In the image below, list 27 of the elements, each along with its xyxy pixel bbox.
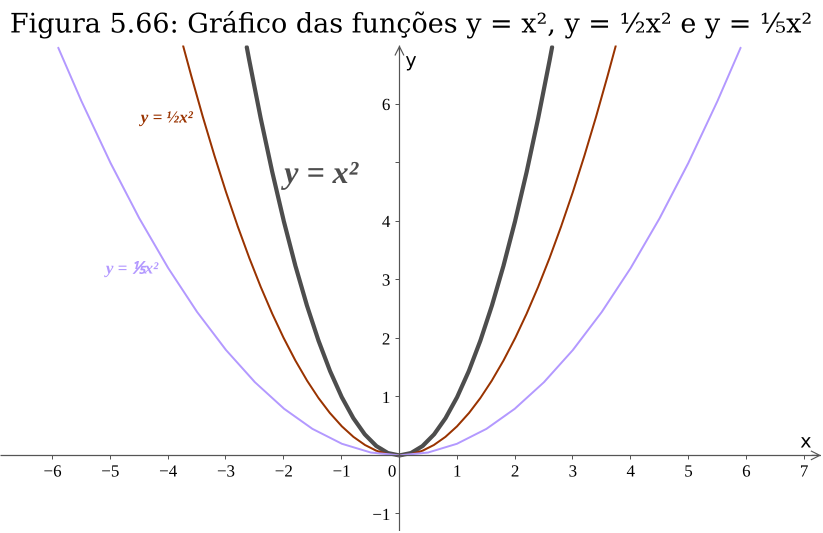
x-tick-label: −6 [43,461,62,480]
x-tick-label: 5 [684,461,693,480]
x-tick-label: −3 [216,461,236,480]
y-tick-label: 6 [382,95,390,114]
y-tick-label: 2 [382,329,390,348]
chart-title: Figura 5.66: Gráfico das funções y = x², y = ½x² e y = ⅕x² [10,8,812,40]
y-tick-label: −1 [372,504,390,524]
x-tick-label: −1 [332,461,351,480]
x-tick-label: 6 [742,461,751,480]
x-axis-title: x [800,430,812,452]
line-series [57,46,742,456]
x-tick-label: 3 [568,461,578,480]
y-tick-label: 4 [382,212,391,232]
x-tick-label: 4 [626,461,636,480]
y-axis-title: y [405,50,417,72]
y-tick-label: 1 [382,388,390,407]
x-tick-label: −2 [274,461,293,480]
x-tick-label: 1 [453,461,462,480]
x-tick-label: −5 [101,461,120,480]
x-tick-label: 0 [388,461,396,480]
x-tick-label: 2 [510,461,520,480]
series-label: y = ⅕x² [104,258,160,278]
x-tick-label: 7 [800,461,809,480]
series-label: y = ½x² [138,107,194,126]
y-tick-label: 3 [382,270,390,290]
series-label: y = x² [280,154,360,190]
x-tick-label: −4 [159,461,178,480]
